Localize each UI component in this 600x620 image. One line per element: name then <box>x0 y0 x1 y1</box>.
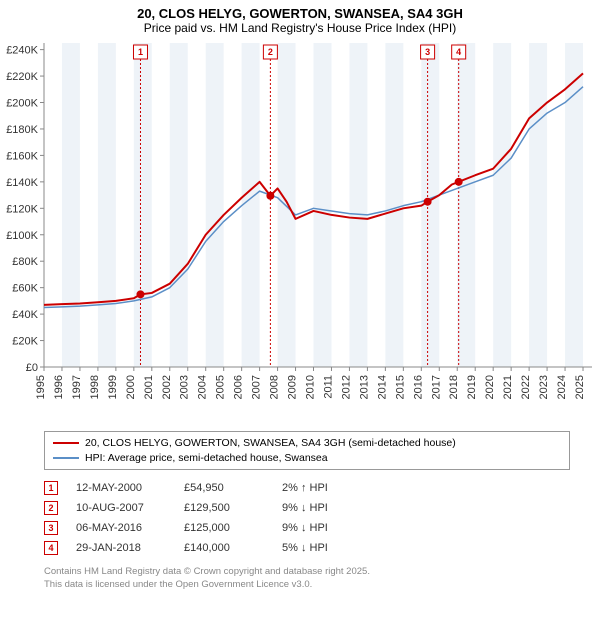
legend-label: 20, CLOS HELYG, GOWERTON, SWANSEA, SA4 3… <box>85 436 456 451</box>
sale-date: 29-JAN-2018 <box>76 542 166 554</box>
footer-line-1: Contains HM Land Registry data © Crown c… <box>44 566 570 578</box>
sale-price: £54,950 <box>184 482 264 494</box>
sale-diff: 9% ↓ HPI <box>282 502 372 514</box>
legend-item: 20, CLOS HELYG, GOWERTON, SWANSEA, SA4 3… <box>53 436 561 451</box>
svg-text:1996: 1996 <box>53 375 65 399</box>
svg-text:2008: 2008 <box>269 375 281 399</box>
sale-date: 06-MAY-2016 <box>76 522 166 534</box>
sale-row: 4 29-JAN-2018 £140,000 5% ↓ HPI <box>44 538 570 558</box>
legend-item: HPI: Average price, semi-detached house,… <box>53 451 561 466</box>
sale-row: 2 10-AUG-2007 £129,500 9% ↓ HPI <box>44 498 570 518</box>
svg-text:2007: 2007 <box>251 375 263 399</box>
sale-price: £140,000 <box>184 542 264 554</box>
sale-diff: 2% ↑ HPI <box>282 482 372 494</box>
sale-price: £129,500 <box>184 502 264 514</box>
svg-text:2012: 2012 <box>340 375 352 399</box>
svg-text:2000: 2000 <box>125 375 137 399</box>
svg-text:£100K: £100K <box>6 230 38 242</box>
legend-label: HPI: Average price, semi-detached house,… <box>85 451 328 466</box>
svg-text:1998: 1998 <box>89 375 101 399</box>
svg-text:2011: 2011 <box>322 375 334 399</box>
svg-text:2003: 2003 <box>179 375 191 399</box>
svg-text:2010: 2010 <box>305 375 317 399</box>
svg-text:2005: 2005 <box>215 375 227 399</box>
sale-marker: 3 <box>44 521 58 535</box>
svg-text:£0: £0 <box>26 362 38 374</box>
legend-swatch <box>53 442 79 444</box>
svg-text:£220K: £220K <box>6 71 38 83</box>
chart-title-sub: Price paid vs. HM Land Registry's House … <box>0 21 600 35</box>
sale-marker: 2 <box>44 501 58 515</box>
sale-row: 1 12-MAY-2000 £54,950 2% ↑ HPI <box>44 478 570 498</box>
svg-text:1999: 1999 <box>107 375 119 399</box>
chart-svg: £0 £20K £40K £60K £80K £100K £120K £140K £160K £1… <box>0 37 600 425</box>
chart-title-block: 20, CLOS HELYG, GOWERTON, SWANSEA, SA4 3… <box>0 0 600 37</box>
svg-text:2023: 2023 <box>538 375 550 399</box>
svg-text:2021: 2021 <box>502 375 514 399</box>
svg-text:1: 1 <box>138 47 143 57</box>
sale-date: 10-AUG-2007 <box>76 502 166 514</box>
sales-table: 1 12-MAY-2000 £54,950 2% ↑ HPI 2 10-AUG-2007 £… <box>44 478 570 558</box>
svg-text:£60K: £60K <box>12 283 38 295</box>
svg-text:2018: 2018 <box>448 375 460 399</box>
svg-text:2009: 2009 <box>287 375 299 399</box>
footer-line-2: This data is licensed under the Open Gov… <box>44 579 570 591</box>
svg-text:£200K: £200K <box>6 98 38 110</box>
svg-text:2006: 2006 <box>233 375 245 399</box>
chart-area: £0 £20K £40K £60K £80K £100K £120K £140K £160K £1… <box>0 37 600 425</box>
svg-text:1995: 1995 <box>35 375 47 399</box>
sale-diff: 9% ↓ HPI <box>282 522 372 534</box>
svg-text:2022: 2022 <box>520 375 532 399</box>
legend: 20, CLOS HELYG, GOWERTON, SWANSEA, SA4 3… <box>44 431 570 470</box>
svg-text:£20K: £20K <box>12 336 38 348</box>
svg-text:£80K: £80K <box>12 256 38 268</box>
chart-title-main: 20, CLOS HELYG, GOWERTON, SWANSEA, SA4 3… <box>0 6 600 21</box>
svg-text:£140K: £140K <box>6 177 38 189</box>
svg-text:3: 3 <box>425 47 430 57</box>
svg-text:£160K: £160K <box>6 150 38 162</box>
svg-text:2014: 2014 <box>376 375 388 399</box>
svg-text:£180K: £180K <box>6 124 38 136</box>
svg-text:2002: 2002 <box>161 375 173 399</box>
sale-date: 12-MAY-2000 <box>76 482 166 494</box>
svg-text:2: 2 <box>268 47 273 57</box>
svg-text:£120K: £120K <box>6 203 38 215</box>
sale-price: £125,000 <box>184 522 264 534</box>
svg-text:2025: 2025 <box>574 375 586 399</box>
legend-swatch <box>53 457 79 459</box>
sale-marker: 4 <box>44 541 58 555</box>
sale-marker: 1 <box>44 481 58 495</box>
svg-text:2015: 2015 <box>394 375 406 399</box>
sale-diff: 5% ↓ HPI <box>282 542 372 554</box>
svg-text:2004: 2004 <box>197 375 209 399</box>
svg-text:2017: 2017 <box>430 375 442 399</box>
svg-text:4: 4 <box>456 47 461 57</box>
svg-text:1997: 1997 <box>71 375 83 399</box>
svg-text:2013: 2013 <box>358 375 370 399</box>
svg-text:2016: 2016 <box>412 375 424 399</box>
svg-text:2001: 2001 <box>143 375 155 399</box>
svg-text:£40K: £40K <box>12 309 38 321</box>
svg-text:2020: 2020 <box>484 375 496 399</box>
svg-text:£240K: £240K <box>6 45 38 57</box>
sale-row: 3 06-MAY-2016 £125,000 9% ↓ HPI <box>44 518 570 538</box>
svg-text:2019: 2019 <box>466 375 478 399</box>
footer-attribution: Contains HM Land Registry data © Crown c… <box>44 566 570 591</box>
svg-text:2024: 2024 <box>556 375 568 399</box>
